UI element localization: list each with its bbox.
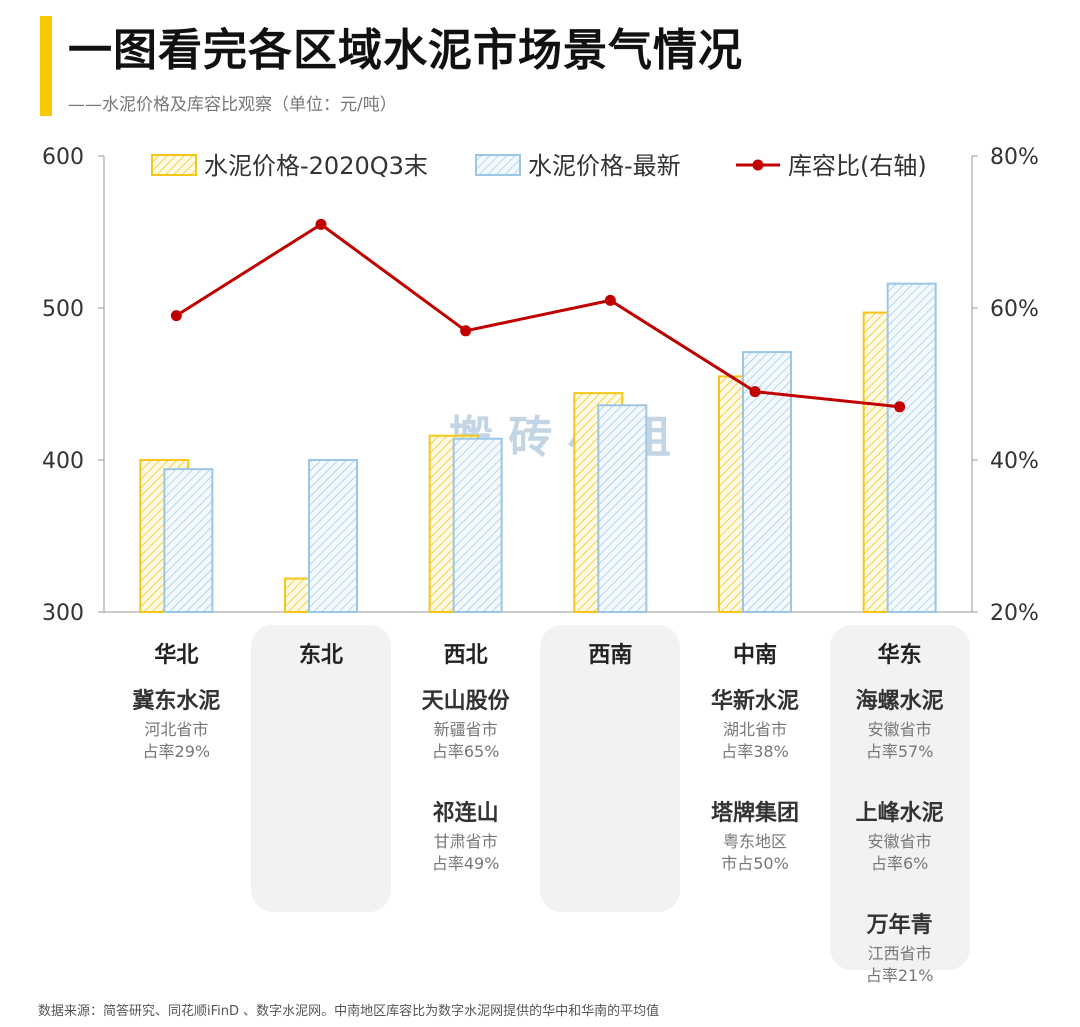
region-column: 华北冀东水泥河北省市占率29% [106,625,246,763]
inventory-ratio-point-5 [894,401,906,413]
company-share: 安徽省市占率57% [830,719,970,763]
legend-swatch-2020q3 [151,154,197,176]
bar-latest-0 [163,468,214,613]
region-name: 西北 [443,643,488,668]
left-tick-label: 600 [42,145,84,170]
legend-label-latest: 水泥价格-最新 [528,152,681,180]
company-region: 湖北省市 [722,720,787,739]
company-region: 安徽省市 [867,720,932,739]
region-name: 中南 [732,643,777,668]
company-share: 甘肃省市占率49% [396,831,536,875]
legend-label-2020q3: 水泥价格-2020Q3末 [204,152,428,180]
region-highlight-1 [251,625,391,912]
right-tick-label: 60% [990,297,1039,322]
legend-swatch-line-dot [752,159,764,171]
left-tick-label: 500 [42,297,84,322]
company-name: 华新水泥 [710,689,799,714]
company-region: 粤东地区 [722,832,787,851]
bar-latest-2 [452,437,503,613]
title-accent-bar [40,16,52,116]
company-share-value: 占率49% [431,854,500,873]
region-name: 东北 [298,643,343,668]
inventory-ratio-line [175,222,900,409]
company-share-value: 市占50% [721,854,789,873]
inventory-ratio-point-3 [604,294,616,306]
region-column: 华东 海螺水泥 安徽省市 占率57% 上峰水泥 安徽省市 占率6% 万年青 江西省市 占率21% [830,625,970,987]
company-region: 新疆省市 [433,720,498,739]
company-share-value: 占率6% [870,854,929,873]
region-column: 西北天山股份新疆省市占率65% 祁连山甘肃省市占率49% [396,625,536,875]
inventory-ratio-point-2 [460,325,472,337]
company-region: 江西省市 [867,944,932,963]
company-name: 万年青 [866,913,933,938]
page-title: 一图看完各区域水泥市场景气情况 [68,25,743,76]
region-column: 西南 [540,625,680,669]
company-name: 塔牌集团 [710,801,799,826]
company-name: 天山股份 [421,689,510,714]
company-entry: 天山股份新疆省市占率65% [396,683,536,763]
company-entry: 华新水泥湖北省市占率38% [685,683,825,763]
company-region: 河北省市 [144,720,209,739]
company-share-value: 占率21% [865,966,934,985]
company-entry: 塔牌集团粤东地区市占50% [685,795,825,875]
inventory-ratio-point-1 [315,218,327,230]
company-share: 河北省市占率29% [106,719,246,763]
company-entry: 冀东水泥河北省市占率29% [106,683,246,763]
right-tick-label: 20% [990,601,1039,626]
company-region: 安徽省市 [867,832,932,851]
region-column: 东北 [251,625,391,669]
region-name: 华东 [877,643,922,668]
company-region: 甘肃省市 [433,832,498,851]
region-name: 华北 [154,643,199,668]
company-entry: 万年青江西省市占率21% [830,907,970,987]
region-highlight-3 [540,625,681,912]
right-tick-label: 40% [990,449,1039,474]
company-entry: 海螺水泥安徽省市占率57% [830,683,970,763]
company-share-value: 占率57% [865,742,934,761]
left-tick-label: 400 [42,449,84,474]
bar-latest-3 [597,404,648,613]
company-name: 上峰水泥 [855,801,944,826]
company-share: 新疆省市占率65% [396,719,536,763]
company-name: 冀东水泥 [132,689,221,714]
company-share: 湖北省市占率38% [685,719,825,763]
legend-swatch-latest [475,154,521,176]
region-column: 中南华新水泥湖北省市占率38% 塔牌集团粤东地区市占50% [685,625,825,875]
company-share: 安徽省市占率6% [830,831,970,875]
bar-latest-5 [886,282,937,613]
left-tick-label: 300 [42,601,84,626]
inventory-ratio-point-4 [749,386,761,398]
company-entry: 祁连山甘肃省市占率49% [396,795,536,875]
data-source-note: 数据来源：简答研究、同花顺iFinD 、数字水泥网。中南地区库容比为数字水泥网提… [38,1004,660,1019]
bar-latest-1 [308,459,358,613]
company-share: 粤东地区市占50% [685,831,825,875]
company-share-value: 占率38% [721,742,789,761]
region-highlight-5 [829,625,970,970]
page-subtitle: ——水泥价格及库容比观察（单位：元/吨） [68,95,397,115]
legend-label-line: 库容比(右轴) [788,152,927,180]
inventory-ratio-point-0 [170,310,182,322]
company-share-value: 占率65% [431,742,500,761]
right-tick-label: 80% [990,145,1039,170]
company-share-value: 占率29% [142,742,211,761]
company-share: 江西省市占率21% [830,943,970,987]
company-name: 海螺水泥 [855,689,944,714]
company-name: 祁连山 [432,801,499,826]
company-entry: 上峰水泥安徽省市占率6% [830,795,970,875]
region-name: 西南 [588,643,633,668]
